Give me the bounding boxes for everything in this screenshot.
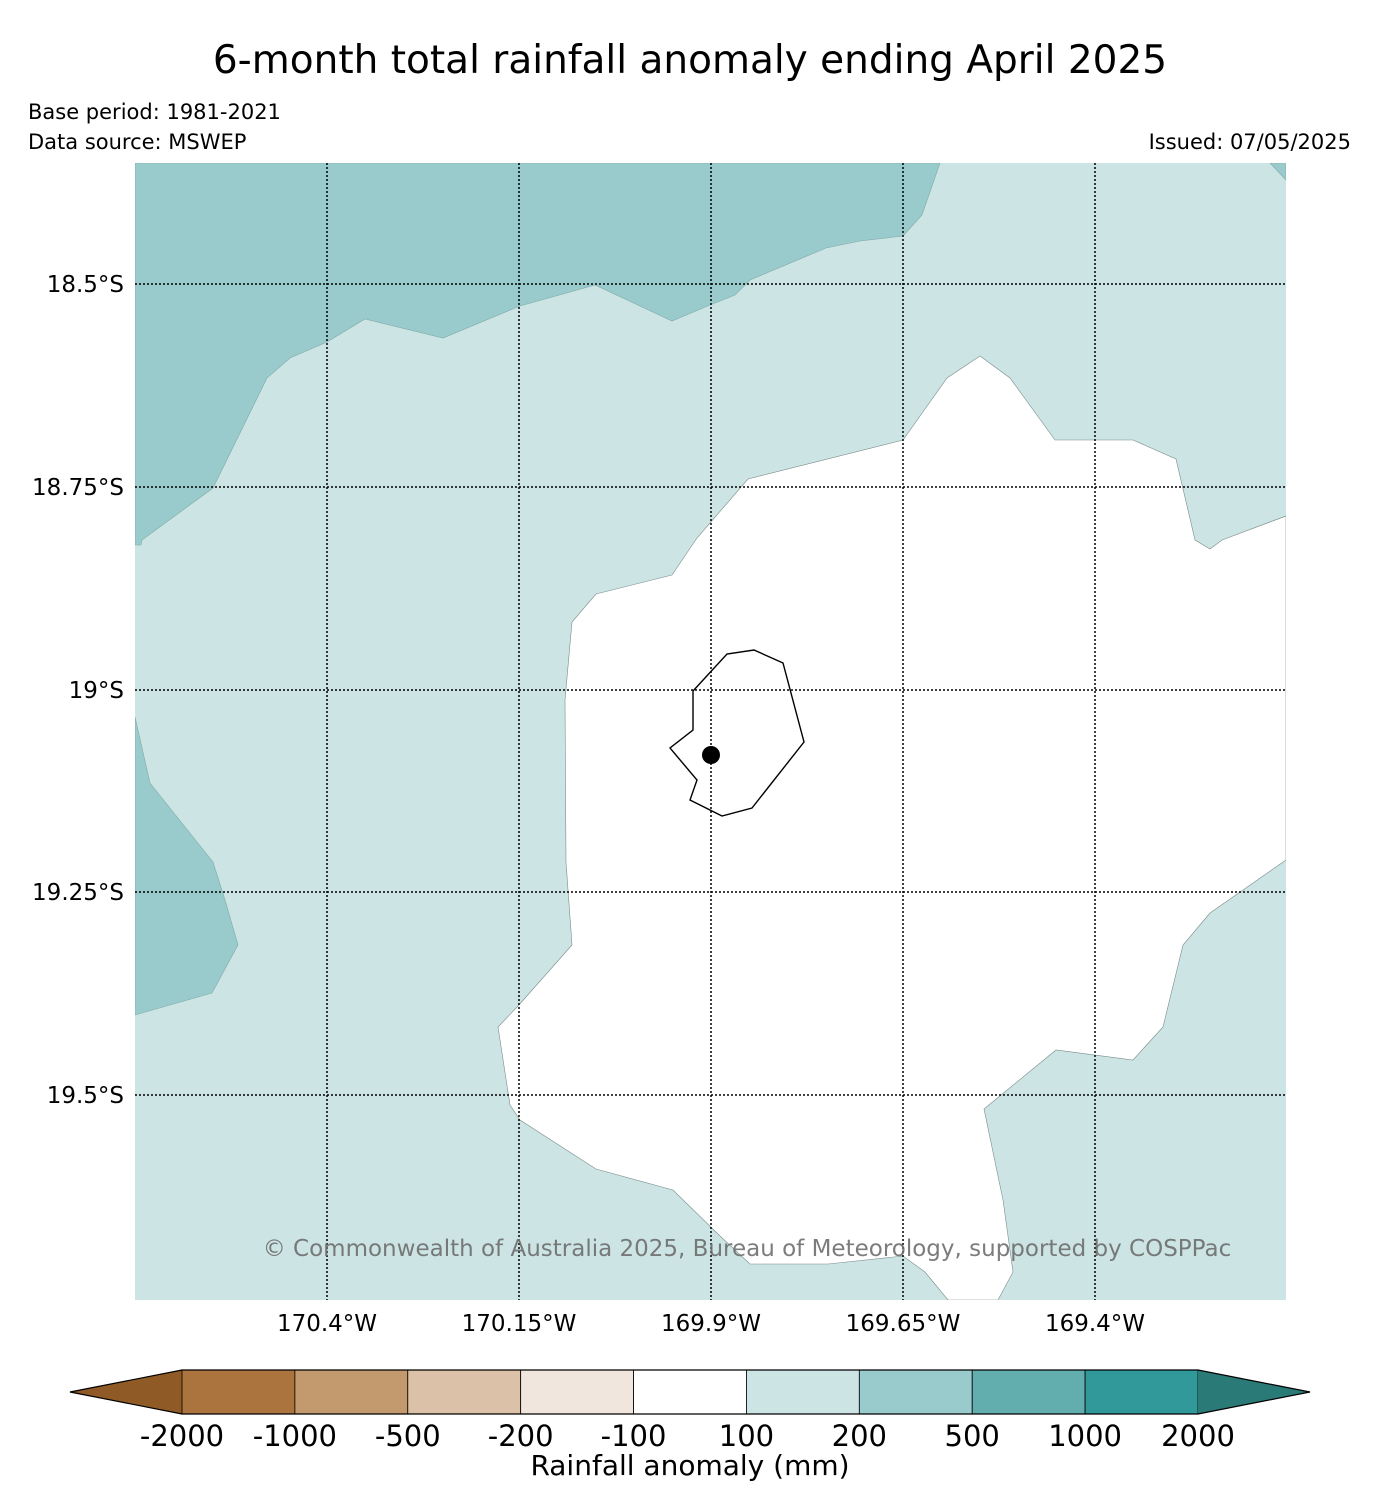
map-title: 6-month total rainfall anomaly ending Ap… bbox=[212, 38, 1168, 83]
issued-date-text: Issued: 07/05/2025 bbox=[1148, 130, 1351, 154]
colorbar-tick-label: 2000 bbox=[1161, 1419, 1235, 1453]
island-outline bbox=[668, 649, 805, 817]
colorbar-segment bbox=[633, 1369, 747, 1415]
anomaly-region-near-normal bbox=[497, 355, 1286, 1300]
colorbar-segment bbox=[858, 1369, 973, 1415]
colorbar-title: Rainfall anomaly (mm) bbox=[530, 1449, 849, 1482]
anomaly-region-200-500-north bbox=[135, 163, 941, 546]
lon-label-170-15: 170.15°W bbox=[462, 1311, 577, 1337]
colorbar-segment bbox=[971, 1369, 1086, 1415]
colorbar-tick-label: 100 bbox=[719, 1419, 774, 1453]
colorbar-tick-label: -100 bbox=[601, 1419, 667, 1453]
lon-label-169-9: 169.9°W bbox=[661, 1311, 761, 1337]
location-marker-icon bbox=[702, 746, 720, 764]
map-gridlines bbox=[135, 163, 1286, 1300]
colorbar-tick-label: -2000 bbox=[140, 1419, 224, 1453]
colorbar-tick-label: -500 bbox=[375, 1419, 441, 1453]
anomaly-region-200-500-west bbox=[135, 716, 239, 1016]
colorbar-extend-high bbox=[1198, 1370, 1310, 1414]
copyright-text: © Commonwealth of Australia 2025, Bureau… bbox=[263, 1236, 1232, 1262]
colorbar-tick-label: 500 bbox=[945, 1419, 1000, 1453]
colorbar-tick-label: 1000 bbox=[1048, 1419, 1122, 1453]
lon-label-169-65: 169.65°W bbox=[846, 1311, 961, 1337]
colorbar-segment bbox=[520, 1369, 634, 1415]
lon-label-169-4: 169.4°W bbox=[1045, 1311, 1145, 1337]
lat-label-19: 19°S bbox=[69, 678, 124, 704]
colorbar-tick-label: 200 bbox=[832, 1419, 887, 1453]
colorbar-segment bbox=[407, 1369, 522, 1415]
colorbar-extend-low bbox=[70, 1370, 182, 1414]
lat-label-19-5: 19.5°S bbox=[47, 1083, 124, 1109]
colorbar: -2000 -1000 -500 -200 -100 100 200 500 1000 2000 … bbox=[69, 1369, 1311, 1482]
colorbar-tick-label: -1000 bbox=[253, 1419, 337, 1453]
lat-label-18-75: 18.75°S bbox=[32, 475, 124, 501]
colorbar-segment bbox=[746, 1369, 860, 1415]
colorbar-segment bbox=[1084, 1369, 1199, 1415]
colorbar-tick-label: -200 bbox=[488, 1419, 554, 1453]
map-plot-area: © Commonwealth of Australia 2025, Bureau… bbox=[135, 163, 1286, 1300]
anomaly-region-200-500-corner bbox=[1269, 163, 1286, 181]
lat-label-19-25: 19.25°S bbox=[32, 880, 124, 906]
base-period-text: Base period: 1981-2021 bbox=[28, 100, 281, 124]
colorbar-segment bbox=[181, 1369, 296, 1415]
data-source-text: Data source: MSWEP bbox=[28, 130, 247, 154]
latitude-labels: 18.5°S 18.75°S 19°S 19.25°S 19.5°S bbox=[32, 272, 124, 1109]
lon-label-170-4: 170.4°W bbox=[277, 1311, 377, 1337]
colorbar-segment bbox=[294, 1369, 409, 1415]
lat-label-18-5: 18.5°S bbox=[47, 272, 124, 298]
colorbar-outline bbox=[69, 1369, 1311, 1415]
longitude-labels: 170.4°W 170.15°W 169.9°W 169.65°W 169.4°… bbox=[277, 1311, 1145, 1337]
